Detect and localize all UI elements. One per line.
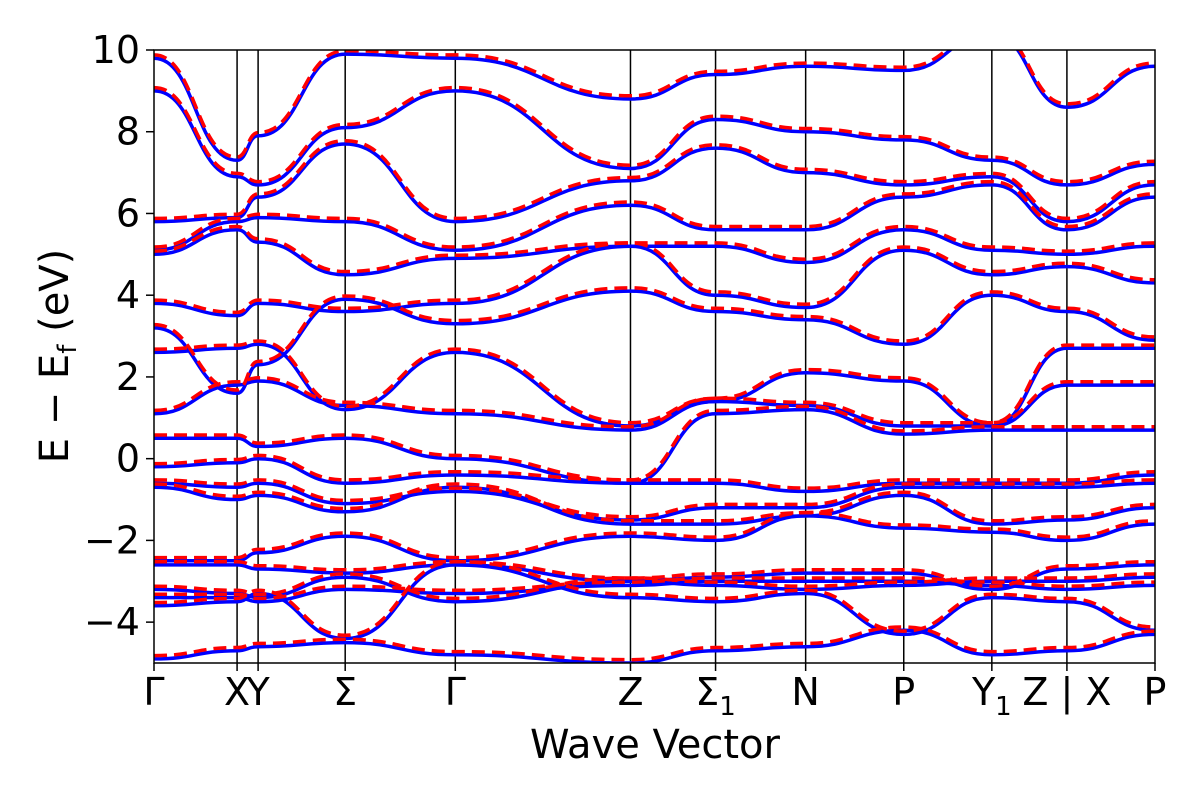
band-dashed — [154, 241, 1155, 315]
x-tick-label: Z — [617, 670, 643, 714]
x-tick-label: Σ1 — [695, 670, 736, 722]
y-axis-ticks: 10 8 6 4 2 0 −2 −4 — [84, 28, 154, 644]
y-tick-label: 0 — [116, 437, 140, 481]
y-tick-label: 6 — [116, 191, 140, 235]
x-tick-label: P — [892, 670, 915, 714]
y-tick-label: −2 — [84, 518, 140, 562]
band-solid — [154, 142, 1155, 224]
y-tick-label: 8 — [116, 110, 140, 154]
band-solid — [154, 228, 1155, 277]
band-dashed — [154, 224, 1155, 274]
band-dashed — [154, 482, 1155, 523]
y-tick-label: 2 — [116, 355, 140, 399]
y-axis-label: E − Ef (eV) — [32, 249, 83, 464]
band-dashed — [154, 404, 1155, 482]
band-dashed — [154, 478, 1155, 519]
band-dashed — [154, 559, 1155, 637]
band-solid — [154, 628, 1155, 663]
band-solid — [154, 342, 1155, 428]
band-dashed — [154, 510, 1155, 560]
x-tick-label: P — [1144, 670, 1167, 714]
band-dashed — [154, 179, 1155, 249]
plot-area — [154, 50, 1155, 663]
band-dashed — [154, 339, 1155, 425]
band-dashed — [154, 576, 1155, 601]
band-dashed — [154, 85, 1155, 184]
x-tick-label: Y — [245, 670, 270, 714]
x-tick-label: Y1 — [971, 670, 1012, 722]
band-solid — [154, 244, 1155, 318]
band-solid — [154, 407, 1155, 485]
band-dashed — [154, 625, 1155, 662]
x-tick-label: Γ — [445, 670, 466, 714]
band-solid — [154, 289, 1155, 396]
x-tick-label: Γ — [143, 670, 164, 714]
plot-frame — [153, 49, 1156, 664]
band-dashed — [154, 138, 1155, 221]
y-axis-label-main: E − E — [32, 354, 78, 464]
x-tick-label: Z | X — [1022, 670, 1111, 715]
x-axis-ticks: Γ XY Σ Γ Z Σ1 N P Y1 Z | X P — [143, 663, 1166, 722]
band-dashed — [154, 50, 1155, 159]
band-solid — [154, 563, 1155, 641]
y-axis-label-sub: f — [53, 344, 83, 354]
y-tick-label: 10 — [92, 28, 140, 72]
band-dashed — [154, 453, 1155, 490]
band-solid — [154, 485, 1155, 526]
band-solid — [154, 514, 1155, 563]
x-tick-label: N — [791, 670, 819, 714]
band-solid — [154, 183, 1155, 252]
y-axis-label-unit: (eV) — [32, 249, 78, 345]
band-dashed — [154, 367, 1155, 429]
x-axis-label: Wave Vector — [530, 722, 781, 768]
y-tick-label: 4 — [116, 273, 140, 317]
bands — [154, 50, 1155, 663]
band-solid — [154, 50, 1155, 163]
x-tick-label: Σ — [333, 670, 357, 714]
band-dashed — [154, 559, 1155, 588]
band-solid — [154, 89, 1155, 187]
x-tick-label: X — [224, 670, 250, 714]
band-solid — [154, 481, 1155, 522]
y-tick-label: −4 — [84, 600, 140, 644]
band-dashed — [154, 286, 1155, 392]
